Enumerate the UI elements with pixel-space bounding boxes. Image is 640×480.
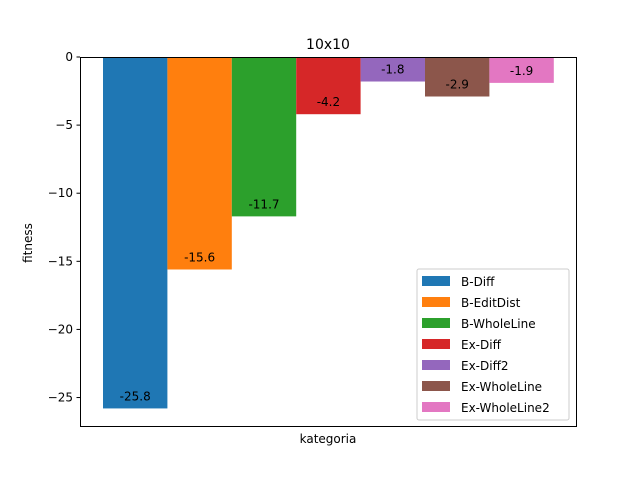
legend-swatch	[422, 339, 450, 349]
bar-value-label: -1.8	[381, 63, 404, 77]
bar-b-diff	[103, 57, 168, 409]
bar-value-label: -4.2	[317, 95, 340, 109]
y-tick-label: −15	[48, 254, 73, 268]
bar-value-label: -11.7	[248, 197, 279, 211]
legend-label: Ex-WholeLine	[461, 380, 542, 394]
bar-value-label: -15.6	[184, 250, 215, 264]
legend-swatch	[422, 402, 450, 412]
y-tick-label: 0	[65, 50, 73, 64]
bar-b-wholeline	[231, 57, 297, 217]
bar-ex-wholeline2	[489, 57, 554, 83]
legend-swatch	[422, 297, 450, 307]
bar-ex-diff	[296, 57, 361, 115]
bar-labels: -25.8 -15.6 -11.7 -4.2 -1.8 -2.9 -1.9	[120, 63, 534, 404]
legend-swatch	[422, 381, 450, 391]
x-axis-label: kategoria	[300, 432, 357, 446]
legend-swatch	[422, 276, 450, 286]
legend: B-Diff B-EditDist B-WholeLine Ex-Diff Ex-Dif…	[416, 268, 570, 421]
bar-ex-wholeline	[425, 57, 490, 97]
legend-label: B-EditDist	[461, 296, 521, 310]
bar-b-editdist	[167, 57, 232, 270]
legend-swatch	[422, 318, 450, 328]
bar-value-label: -1.9	[510, 64, 533, 78]
legend-label: Ex-Diff2	[461, 359, 509, 373]
legend-swatch	[422, 360, 450, 370]
bar-value-label: -25.8	[120, 389, 151, 403]
y-axis-label: fitness	[21, 223, 35, 263]
bar-value-label: -2.9	[445, 78, 468, 92]
y-tick-label: −5	[55, 118, 73, 132]
bar-ex-diff2	[360, 57, 425, 82]
legend-label: B-WholeLine	[461, 317, 536, 331]
plot-frame	[80, 57, 577, 427]
chart-title: 10x10	[306, 37, 350, 53]
bars	[103, 57, 554, 409]
y-tick-label: −20	[48, 322, 73, 336]
legend-label: Ex-Diff	[461, 338, 502, 352]
y-axis-ticks: 0 −5 −10 −15 −20 −25	[48, 50, 80, 405]
legend-label: B-Diff	[461, 275, 495, 289]
legend-box	[416, 268, 570, 421]
legend-label: Ex-WholeLine2	[461, 401, 550, 415]
y-tick-label: −10	[48, 186, 73, 200]
y-tick-label: −25	[48, 391, 73, 405]
